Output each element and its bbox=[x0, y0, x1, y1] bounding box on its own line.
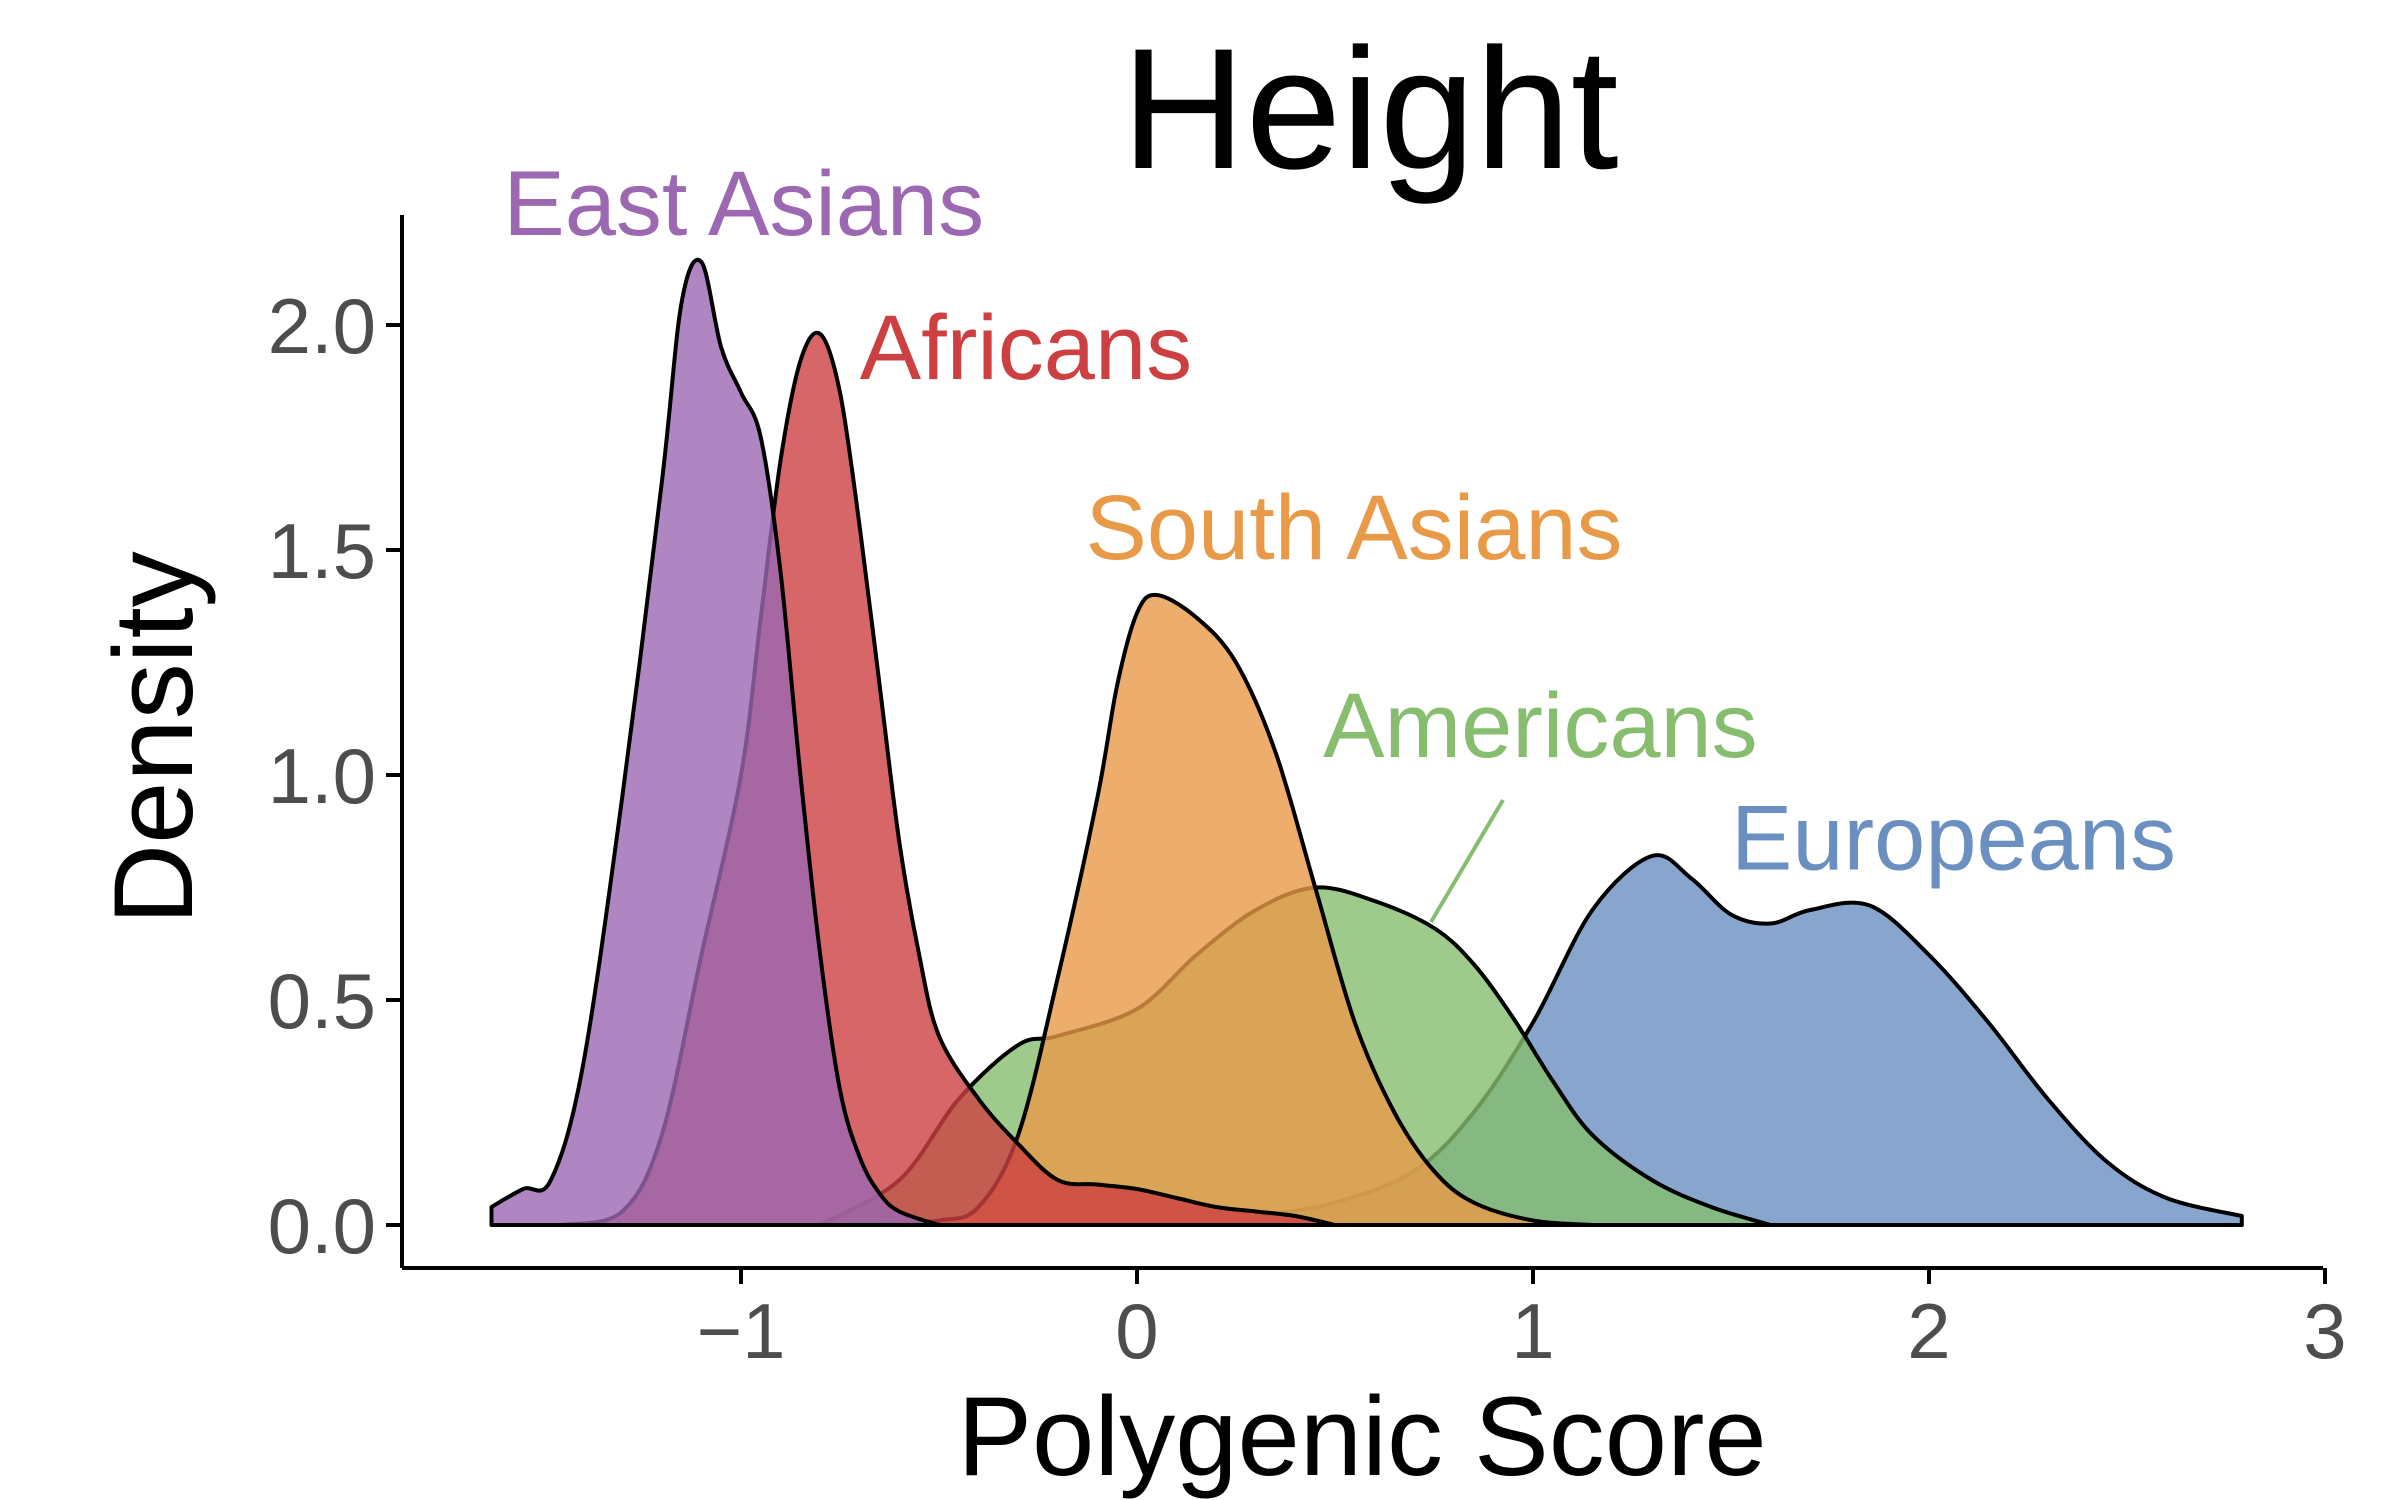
x-tick-label: 0 bbox=[1115, 1287, 1158, 1375]
y-tick-label: 2.0 bbox=[268, 282, 376, 370]
density-area-south-asians bbox=[877, 592, 1595, 1227]
y-tick-label: 0.5 bbox=[268, 957, 376, 1045]
series-layer bbox=[489, 258, 2244, 1227]
y-axis-title: Density bbox=[91, 551, 216, 924]
series-label-americans: Americans bbox=[1323, 675, 1758, 777]
x-tick-label: 3 bbox=[2303, 1287, 2346, 1375]
y-tick-label: 1.0 bbox=[268, 732, 376, 820]
series-label-east-asians: East Asians bbox=[503, 153, 984, 255]
series-label-africans: Africans bbox=[860, 297, 1192, 399]
annotation-layer: East Asians Africans South Asians Americans… bbox=[503, 153, 2176, 890]
americans-leader-line bbox=[1429, 798, 1505, 924]
series-label-europeans: Europeans bbox=[1731, 788, 2176, 890]
x-tick-label: 2 bbox=[1907, 1287, 1950, 1375]
tick-layer: −1 0 1 2 3 0.0 0.5 1.0 1.5 2.0 bbox=[268, 282, 2347, 1375]
x-tick-label: −1 bbox=[697, 1287, 786, 1375]
y-tick-label: 0.0 bbox=[268, 1182, 376, 1270]
density-area-east-asians bbox=[489, 258, 941, 1227]
series-label-south-asians: South Asians bbox=[1086, 477, 1623, 579]
axis-layer bbox=[400, 215, 2323, 1270]
x-tick-label: 1 bbox=[1511, 1287, 1554, 1375]
x-axis-title: Polygenic Score bbox=[957, 1374, 1766, 1499]
y-tick-label: 1.5 bbox=[268, 507, 376, 595]
chart-title: Height bbox=[1121, 13, 1618, 205]
